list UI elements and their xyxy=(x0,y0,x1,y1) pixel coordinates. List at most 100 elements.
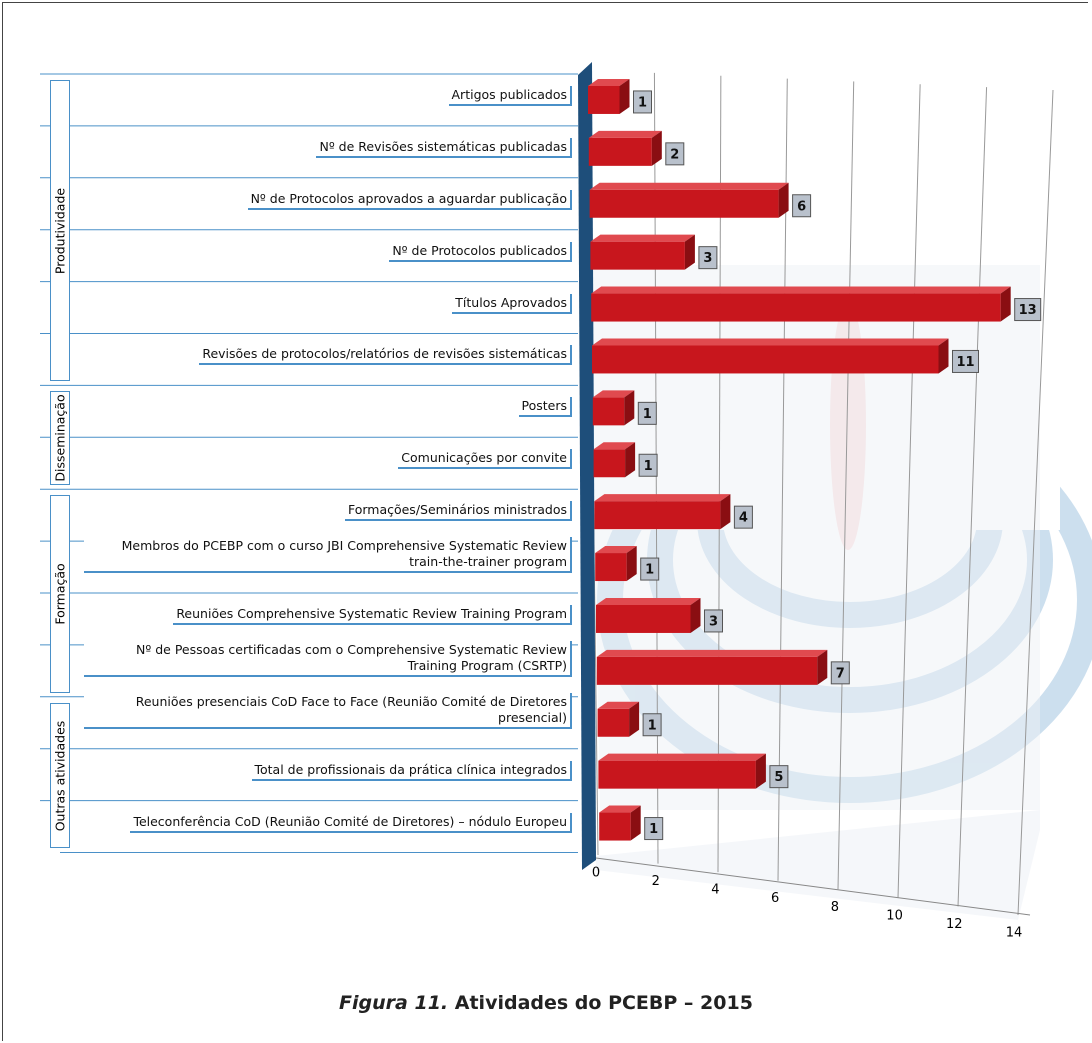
grid-line xyxy=(1017,89,1054,916)
bar-front xyxy=(598,760,756,789)
category-label: Posters xyxy=(518,397,572,418)
value-box xyxy=(792,194,812,218)
group-label: Formação xyxy=(52,563,68,625)
category-label: Artigos publicados xyxy=(448,85,572,106)
bar-side xyxy=(625,442,636,478)
grid-line xyxy=(837,81,855,890)
caption: Figura 11. Atividades do PCEBP – 2015 xyxy=(0,992,1092,1014)
value-label: 2 xyxy=(670,147,679,162)
value-box xyxy=(638,453,658,477)
bar-top xyxy=(594,494,731,502)
bar-front xyxy=(592,345,939,374)
value-label: 6 xyxy=(797,199,806,214)
bar-top xyxy=(593,442,636,450)
grid-line xyxy=(897,84,921,898)
grid-line xyxy=(957,87,988,907)
value-box xyxy=(633,90,652,114)
bar xyxy=(596,649,828,685)
bar xyxy=(590,234,695,270)
bar-side xyxy=(690,597,701,633)
bar-top xyxy=(597,701,640,709)
bar-side xyxy=(817,649,828,685)
bar-side xyxy=(720,494,731,530)
value-label: 1 xyxy=(649,822,658,837)
category-label: Reuniões Comprehensive Systematic Review… xyxy=(173,604,572,625)
group-box: Formação xyxy=(50,495,70,693)
bar-side xyxy=(778,182,789,218)
group-label: Produtividade xyxy=(52,187,68,274)
bar xyxy=(592,390,635,426)
bar-side xyxy=(626,546,637,582)
bar-side xyxy=(651,130,662,166)
bar-front xyxy=(594,501,721,530)
value-label: 1 xyxy=(644,459,653,474)
bar-top xyxy=(599,805,641,813)
category-label: Membros do PCEBP com o curso JBI Compreh… xyxy=(84,537,572,574)
bar-side xyxy=(1000,286,1011,322)
group-label: Outras atividades xyxy=(52,720,68,831)
value-label: 5 xyxy=(774,770,783,785)
bar xyxy=(588,78,630,114)
value-box xyxy=(698,246,718,270)
bar-side xyxy=(684,234,695,270)
x-tick-label: 12 xyxy=(946,917,963,932)
bar-top xyxy=(592,390,635,398)
value-box xyxy=(642,713,662,737)
category-label: Teleconferência CoD (Reunião Comité de D… xyxy=(130,812,572,833)
value-box xyxy=(1014,298,1042,322)
bar-front xyxy=(596,604,691,633)
value-label: 1 xyxy=(648,718,657,733)
bar-side xyxy=(630,805,641,841)
value-label: 7 xyxy=(836,666,845,681)
group-label: Disseminação xyxy=(52,394,68,482)
bar xyxy=(594,494,731,530)
group-box: Outras atividades xyxy=(50,702,70,849)
caption-label: Figura 11. xyxy=(339,992,449,1014)
bar-front xyxy=(592,397,625,426)
value-label: 1 xyxy=(643,407,652,422)
bar-top xyxy=(588,78,630,86)
axis-wall xyxy=(578,62,596,870)
bar-top xyxy=(596,597,701,605)
value-box xyxy=(637,401,657,425)
category-label: Total de profissionais da prática clínic… xyxy=(251,760,572,781)
bar xyxy=(596,597,701,633)
category-label: Nº de Revisões sistemáticas publicadas xyxy=(316,137,572,158)
bar-front xyxy=(591,293,1001,322)
bar xyxy=(588,130,662,166)
category-label: Nº de Protocolos aprovados a aguardar pu… xyxy=(247,189,572,210)
value-label: 11 xyxy=(956,355,974,370)
x-tick-label: 0 xyxy=(592,866,600,881)
value-box xyxy=(704,609,723,633)
x-tick-label: 4 xyxy=(711,883,719,898)
value-box xyxy=(733,505,753,529)
bar xyxy=(599,805,641,841)
bar-top xyxy=(590,234,695,242)
bar-side xyxy=(755,753,766,789)
value-box xyxy=(665,142,685,166)
bar xyxy=(592,338,949,374)
bar-top xyxy=(592,338,949,346)
bar-front xyxy=(599,812,631,841)
bar-top xyxy=(595,546,637,554)
bar-front xyxy=(588,85,620,114)
bar xyxy=(593,442,636,478)
bar xyxy=(597,701,640,737)
x-tick-label: 8 xyxy=(831,900,839,915)
x-tick-label: 10 xyxy=(886,908,903,923)
category-label: Nº de Pessoas certificadas com o Compreh… xyxy=(84,640,572,677)
value-box xyxy=(830,661,850,685)
bar-top xyxy=(589,182,789,190)
axis-line xyxy=(595,857,1031,916)
bar-front xyxy=(596,656,818,685)
bar-side xyxy=(938,338,949,374)
bar-front xyxy=(595,553,627,582)
chart-title: Atividades do PCEBP – 2015 xyxy=(454,992,753,1014)
value-label: 3 xyxy=(709,614,718,629)
bar-top xyxy=(588,130,662,138)
bar-front xyxy=(593,449,626,478)
bar-side xyxy=(619,78,630,114)
value-box xyxy=(644,817,664,841)
